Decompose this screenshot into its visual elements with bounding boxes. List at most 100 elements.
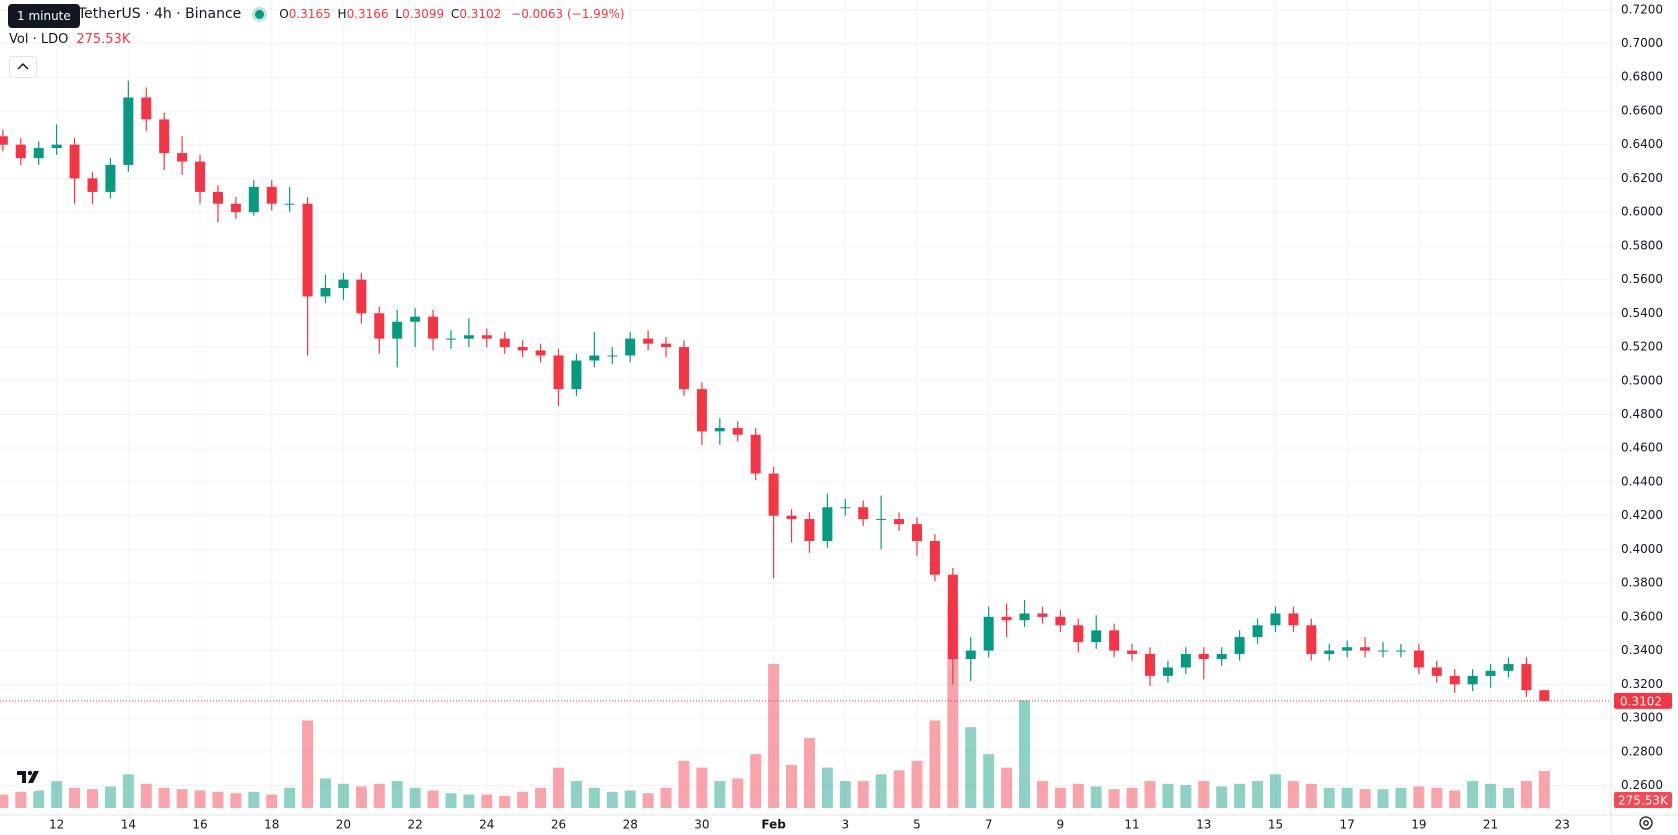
y-tick-label: 0.6600 (1621, 103, 1663, 117)
candle-body (1252, 625, 1263, 638)
y-tick-label: 0.5200 (1621, 340, 1663, 354)
volume-bar (1162, 783, 1174, 808)
candle-body (195, 161, 206, 192)
last-price-label: 0.3102 (1620, 694, 1662, 708)
x-tick-label: 7 (985, 818, 993, 832)
volume-bar (1431, 787, 1443, 808)
y-tick-label: 0.4400 (1621, 474, 1663, 488)
volume-bar (1323, 787, 1335, 808)
y-tick-label: 0.6400 (1621, 137, 1663, 151)
volume-bar (1341, 787, 1353, 808)
candle-body (1234, 637, 1245, 654)
volume-bar (1413, 786, 1425, 808)
y-tick-label: 0.4800 (1621, 407, 1663, 421)
candle-body (1127, 650, 1138, 654)
candle-body (141, 97, 152, 120)
volume-bar (1144, 781, 1156, 808)
y-tick-label: 0.2600 (1621, 778, 1663, 792)
candle-body (1413, 650, 1424, 668)
symbol[interactable]: TetherUS · 4h · Binance (78, 6, 242, 22)
ohlc: O0.3165 H0.3166 L0.3099 C0.3102 −0.0063 … (276, 7, 624, 21)
y-tick-label: 0.6800 (1621, 70, 1663, 84)
candle-body (212, 191, 223, 204)
y-tick-label: 0.6200 (1621, 171, 1663, 185)
candle-body (1395, 650, 1406, 652)
candle-body (392, 321, 403, 339)
candle-body (87, 178, 98, 192)
candle-body (535, 350, 546, 356)
volume-bar (821, 767, 833, 808)
candle-body (965, 650, 976, 660)
x-tick-label: Feb (761, 818, 786, 832)
candle-body (1306, 625, 1317, 654)
volume-bar (373, 783, 385, 808)
candle-body (159, 119, 170, 154)
y-tick-label: 0.5400 (1621, 306, 1663, 320)
candle-body (696, 389, 707, 432)
y-tick-label: 0.4000 (1621, 542, 1663, 556)
value: 0.3165 (288, 7, 331, 21)
volume-bar (445, 793, 457, 808)
symbol-row: TetherUS · 4h · Binance O0.3165 H0.3166 … (78, 6, 625, 22)
volume-bar (122, 774, 134, 808)
y-tick-label: 0.3400 (1621, 643, 1663, 657)
candle-body (374, 313, 385, 339)
label: C (450, 7, 460, 21)
volume-bar (911, 760, 923, 808)
candle-body (33, 148, 44, 159)
volume-bar (319, 778, 331, 808)
volume-bar (427, 790, 439, 808)
candle-body (858, 507, 869, 520)
logo[interactable] (12, 762, 52, 792)
candle-body (1324, 650, 1335, 654)
x-tick-label: 16 (192, 818, 207, 832)
x-tick-label: 13 (1196, 818, 1211, 832)
volume-bar (104, 786, 116, 808)
collapse-button[interactable] (9, 56, 37, 78)
volume-bar (750, 754, 762, 808)
candle-body (284, 203, 295, 205)
volume-bar (463, 794, 475, 808)
volume-bar (535, 787, 547, 808)
candle-body (1198, 653, 1209, 660)
candle-body (804, 519, 815, 541)
volume-bar (588, 787, 600, 808)
volume-bar (1036, 781, 1048, 808)
volume-bar (284, 787, 296, 808)
candle-body (177, 153, 188, 162)
candle-body (302, 203, 313, 297)
volume-bar (1126, 787, 1138, 808)
candle-body (947, 574, 958, 660)
volume-bar (86, 789, 98, 808)
x-tick-label: 19 (1411, 818, 1426, 832)
candle-body (1467, 675, 1478, 685)
candle-body (499, 338, 510, 348)
volume-bar (158, 787, 170, 808)
volume-bar (1520, 781, 1532, 808)
volume-bar (409, 787, 421, 808)
x-tick-label: 23 (1555, 818, 1570, 832)
candle-body (105, 164, 116, 192)
candle-body (1360, 647, 1371, 651)
chevron (17, 62, 29, 70)
volume-bar (803, 737, 815, 808)
candle-body (1019, 613, 1030, 621)
label: O (279, 7, 289, 21)
y-tick-label: 0.4600 (1621, 441, 1663, 455)
candle-body (1162, 667, 1173, 676)
volume-bar (248, 791, 260, 808)
candle-body (643, 338, 654, 344)
volume-bar (1198, 781, 1210, 808)
candle-body (1270, 613, 1281, 626)
volume-bar (1054, 787, 1066, 808)
volume-bar (965, 727, 977, 808)
x-tick-label: 5 (913, 818, 921, 832)
volume-bar (1502, 787, 1514, 808)
candle-body (1037, 613, 1048, 617)
volume-bar (302, 720, 314, 808)
candle-body (822, 507, 833, 541)
volume-bar (194, 790, 206, 808)
settings-icon[interactable] (1636, 813, 1656, 833)
volume-bar (212, 791, 224, 808)
x-tick-label: 21 (1483, 818, 1498, 832)
